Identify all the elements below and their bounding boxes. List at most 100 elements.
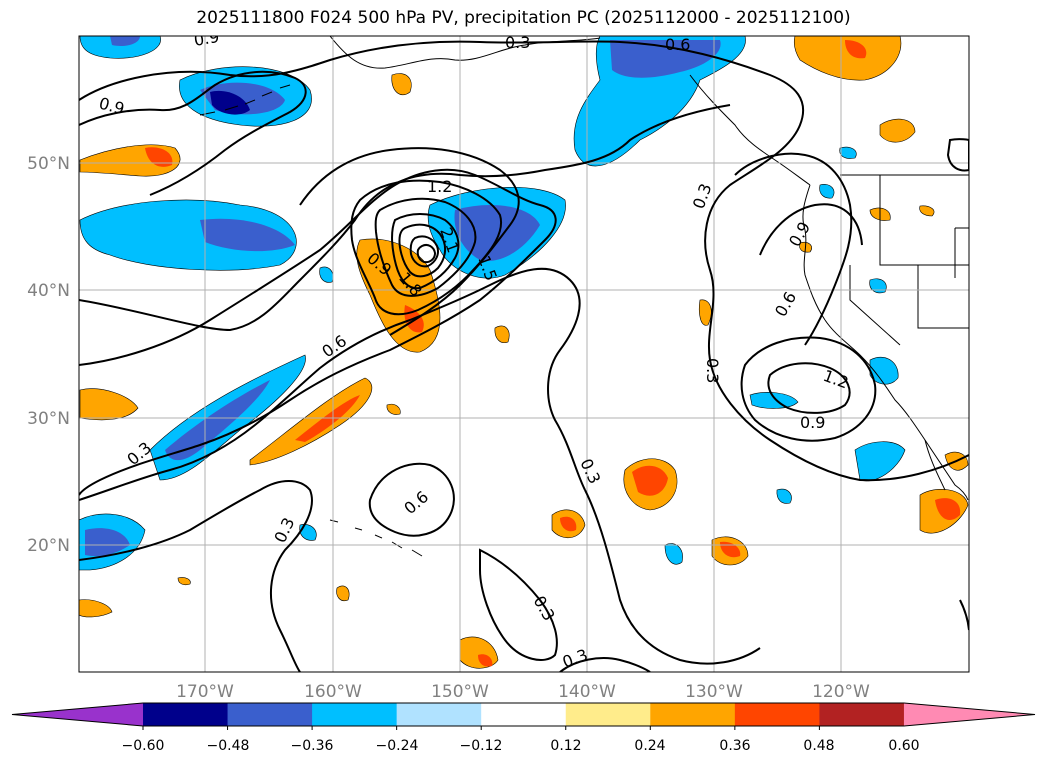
neg-blob-top-left xyxy=(79,36,161,59)
contour-0.3-north xyxy=(79,40,969,482)
colorbar-tick-label: 0.48 xyxy=(803,738,834,754)
neg-blob-small-7 xyxy=(299,524,317,541)
pos-blob-s-core xyxy=(478,654,493,667)
pos-blob-w-north-core xyxy=(145,147,173,167)
lat-labels: 50°N 40°N 30°N 20°N xyxy=(27,154,70,556)
colorbar-segment xyxy=(819,703,905,726)
pos-blob-se-2-core xyxy=(560,516,577,532)
pos-blob-w-mid xyxy=(79,388,139,421)
neg-blob-sw-band-core xyxy=(165,380,270,461)
gridlines xyxy=(79,36,969,672)
pos-blob-small-5 xyxy=(336,585,350,601)
contour-2.7 xyxy=(416,243,437,264)
lon-label: 160°W xyxy=(304,682,362,702)
colorbar-segment xyxy=(143,703,229,726)
lon-label: 120°W xyxy=(812,682,870,702)
contour-0.3-loop-s xyxy=(479,548,558,661)
pos-blob-se-4-core xyxy=(935,498,961,520)
contour-2.4 xyxy=(409,235,439,268)
lon-label: 170°W xyxy=(176,682,234,702)
lat-label: 50°N xyxy=(27,154,70,174)
aleutians xyxy=(199,84,291,116)
colorbar-tick-label: −0.60 xyxy=(122,738,165,754)
neg-blob-small-6 xyxy=(819,184,835,199)
baja-coast xyxy=(924,439,946,491)
pos-blob-right-n xyxy=(879,118,916,143)
contour-1.5 xyxy=(374,197,477,297)
pos-blob-small-10 xyxy=(919,205,935,217)
colorbar-tick-labels: −0.60 −0.48 −0.36 −0.24 −0.12 0.12 0.24 … xyxy=(122,738,920,754)
pos-blob-small-7 xyxy=(177,577,191,586)
state-borders xyxy=(879,175,969,329)
neg-blob-top-left-core xyxy=(110,36,140,46)
neg-blob-west-core xyxy=(200,218,295,252)
pos-blob-small-3 xyxy=(494,325,510,343)
neg-blob-small-1 xyxy=(664,543,683,565)
colorbar-segment xyxy=(312,703,398,726)
contour-label: 0.9 xyxy=(192,27,220,50)
neg-blob-west xyxy=(79,199,297,271)
pos-blob-top-right-core xyxy=(845,40,867,59)
lat-label: 40°N xyxy=(27,281,70,301)
contour-2.1 xyxy=(398,223,446,278)
lon-labels: 170°W 160°W 150°W 140°W 130°W 120°W xyxy=(176,682,870,702)
pv-contours xyxy=(79,40,969,672)
colorbar-tick-label: 0.24 xyxy=(634,738,665,754)
contour-0.9-east xyxy=(740,336,877,442)
colorbar-extend-high xyxy=(903,703,1035,726)
pos-blob-se-3-core xyxy=(720,541,741,558)
colorbar-tick-label: −0.12 xyxy=(460,738,503,754)
chart-title: 2025111800 F024 500 hPa PV, precipitatio… xyxy=(196,8,851,28)
contour-0.3-west xyxy=(79,480,313,672)
contour-0.3-outer-ring xyxy=(79,104,731,332)
lat-label: 30°N xyxy=(27,409,70,429)
pos-blob-se-1-core xyxy=(632,465,668,496)
ca-nv-border xyxy=(849,265,901,346)
contour-label: 0.3 xyxy=(505,33,530,52)
contour-0.9-center xyxy=(299,147,520,336)
contour-1.2-east xyxy=(767,362,851,414)
neg-blob-small-5 xyxy=(839,146,857,159)
contour-0.6-loop xyxy=(368,462,455,537)
contour-0.9-nw xyxy=(79,70,307,196)
colorbar-segment xyxy=(396,703,482,726)
neg-blob-small-3 xyxy=(869,278,887,294)
southeast-alaska xyxy=(689,74,811,186)
hawaii xyxy=(329,519,423,557)
colorbar-tick-label: −0.48 xyxy=(207,738,250,754)
colorbar-segment xyxy=(227,703,313,726)
contour-label: 0.3 xyxy=(703,358,722,383)
lon-label: 130°W xyxy=(685,682,743,702)
contour-label: 0.6 xyxy=(665,35,690,54)
colorbar xyxy=(11,702,1036,730)
colorbar-segment xyxy=(650,703,736,726)
neg-blob-small-2 xyxy=(776,488,792,504)
neg-blob-far-sw-core xyxy=(85,528,130,557)
pos-blob-small-4 xyxy=(386,403,401,415)
neg-blob-coast-3 xyxy=(749,392,799,409)
pos-blob-small-1 xyxy=(391,73,412,96)
colorbar-tick-label: −0.36 xyxy=(291,738,334,754)
neg-blob-small-4 xyxy=(319,266,334,283)
map-area: 0.9 0.3 0.6 0.9 1.2 2.1 1.5 0.9 1.8 0.6 … xyxy=(79,27,969,672)
contour-1.8 xyxy=(391,213,460,290)
contour-0.6-ring xyxy=(79,168,557,496)
lon-label: 150°W xyxy=(431,682,489,702)
colorbar-extend-low xyxy=(12,703,143,726)
contour-label: 0.9 xyxy=(800,413,825,432)
contour-0.6-east xyxy=(734,152,853,346)
neg-blob-nw-dark xyxy=(210,90,250,115)
colorbar-tick-label: 0.60 xyxy=(888,738,919,754)
contour-1.2-center xyxy=(350,179,503,316)
pos-blob-small-6 xyxy=(79,599,113,618)
contour-0.3-south xyxy=(79,267,586,501)
colorbar-segment xyxy=(734,703,820,726)
neg-blob-center-core xyxy=(454,205,540,261)
pos-blob-small-2 xyxy=(698,299,712,326)
colorbar-tick-label: −0.24 xyxy=(376,738,419,754)
contour-0.3-south-edge xyxy=(559,657,651,672)
contour-0.9-east-outer xyxy=(759,203,863,256)
pos-blob-top-right xyxy=(793,36,902,81)
neg-blob-alaska-core xyxy=(610,40,721,78)
